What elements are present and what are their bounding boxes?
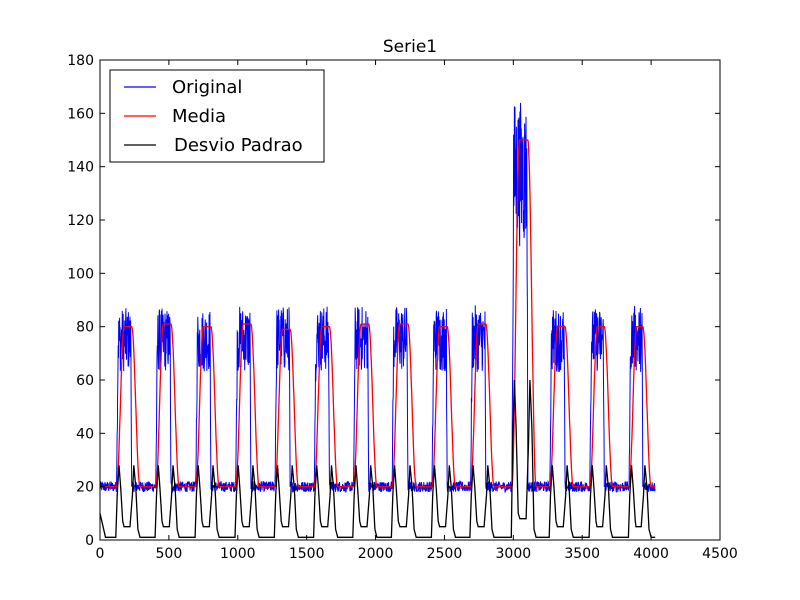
series-line-media [100, 139, 656, 488]
y-tick-label: 120 [67, 213, 94, 229]
x-tick-label: 3500 [564, 546, 600, 562]
x-tick-label: 1500 [289, 546, 325, 562]
y-tick-label: 140 [67, 160, 94, 176]
y-tick-label: 60 [76, 373, 94, 389]
x-tick-label: 0 [96, 546, 105, 562]
legend-label: Original [172, 77, 242, 98]
series-line-original [99, 102, 656, 494]
x-tick-label: 4500 [702, 546, 738, 562]
y-tick-label: 0 [85, 533, 94, 549]
x-tick-label: 1000 [220, 546, 256, 562]
x-tick-label: 2000 [358, 546, 394, 562]
y-tick-label: 20 [76, 480, 94, 496]
axes: 0 500 1000 1500 2000 2500 3000 3500 4000 4500 0 20 4… [67, 53, 738, 562]
y-tick-label: 40 [76, 426, 94, 442]
legend-label: Media [172, 106, 226, 127]
x-tick-label: 4000 [633, 546, 669, 562]
x-tick-label: 500 [156, 546, 183, 562]
y-tick-label: 180 [67, 53, 94, 69]
x-tick-label: 3000 [496, 546, 532, 562]
y-tick-label: 80 [76, 320, 94, 336]
legend-label: Desvio Padrao [174, 135, 303, 156]
y-tick-label: 160 [67, 106, 94, 122]
axes-frame [99, 59, 721, 541]
chart-title: Serie1 [383, 37, 437, 57]
plot-area [99, 102, 656, 538]
series-line-desvio-padrao [99, 379, 656, 538]
x-tick-label: 2500 [427, 546, 463, 562]
y-tick-label: 100 [67, 266, 94, 282]
legend: Original Media Desvio Padrao [109, 69, 325, 163]
